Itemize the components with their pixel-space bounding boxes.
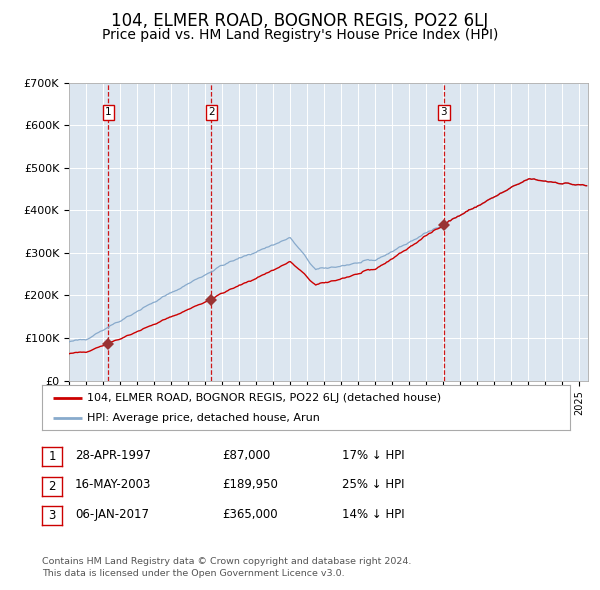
Text: 104, ELMER ROAD, BOGNOR REGIS, PO22 6LJ: 104, ELMER ROAD, BOGNOR REGIS, PO22 6LJ xyxy=(112,12,488,30)
Text: 14% ↓ HPI: 14% ↓ HPI xyxy=(342,508,404,521)
Text: 1: 1 xyxy=(49,450,56,463)
Text: 2: 2 xyxy=(208,107,215,117)
Text: 17% ↓ HPI: 17% ↓ HPI xyxy=(342,449,404,462)
Text: Contains HM Land Registry data © Crown copyright and database right 2024.
This d: Contains HM Land Registry data © Crown c… xyxy=(42,557,412,578)
Text: 1: 1 xyxy=(105,107,112,117)
Text: £365,000: £365,000 xyxy=(222,508,278,521)
Text: 2: 2 xyxy=(49,480,56,493)
Text: 3: 3 xyxy=(49,509,56,522)
Text: 3: 3 xyxy=(440,107,447,117)
Text: 25% ↓ HPI: 25% ↓ HPI xyxy=(342,478,404,491)
Text: 28-APR-1997: 28-APR-1997 xyxy=(75,449,151,462)
Text: 104, ELMER ROAD, BOGNOR REGIS, PO22 6LJ (detached house): 104, ELMER ROAD, BOGNOR REGIS, PO22 6LJ … xyxy=(87,393,441,402)
Text: HPI: Average price, detached house, Arun: HPI: Average price, detached house, Arun xyxy=(87,414,320,424)
Text: Price paid vs. HM Land Registry's House Price Index (HPI): Price paid vs. HM Land Registry's House … xyxy=(102,28,498,42)
Text: £87,000: £87,000 xyxy=(222,449,270,462)
Text: 16-MAY-2003: 16-MAY-2003 xyxy=(75,478,151,491)
Text: £189,950: £189,950 xyxy=(222,478,278,491)
Text: 06-JAN-2017: 06-JAN-2017 xyxy=(75,508,149,521)
